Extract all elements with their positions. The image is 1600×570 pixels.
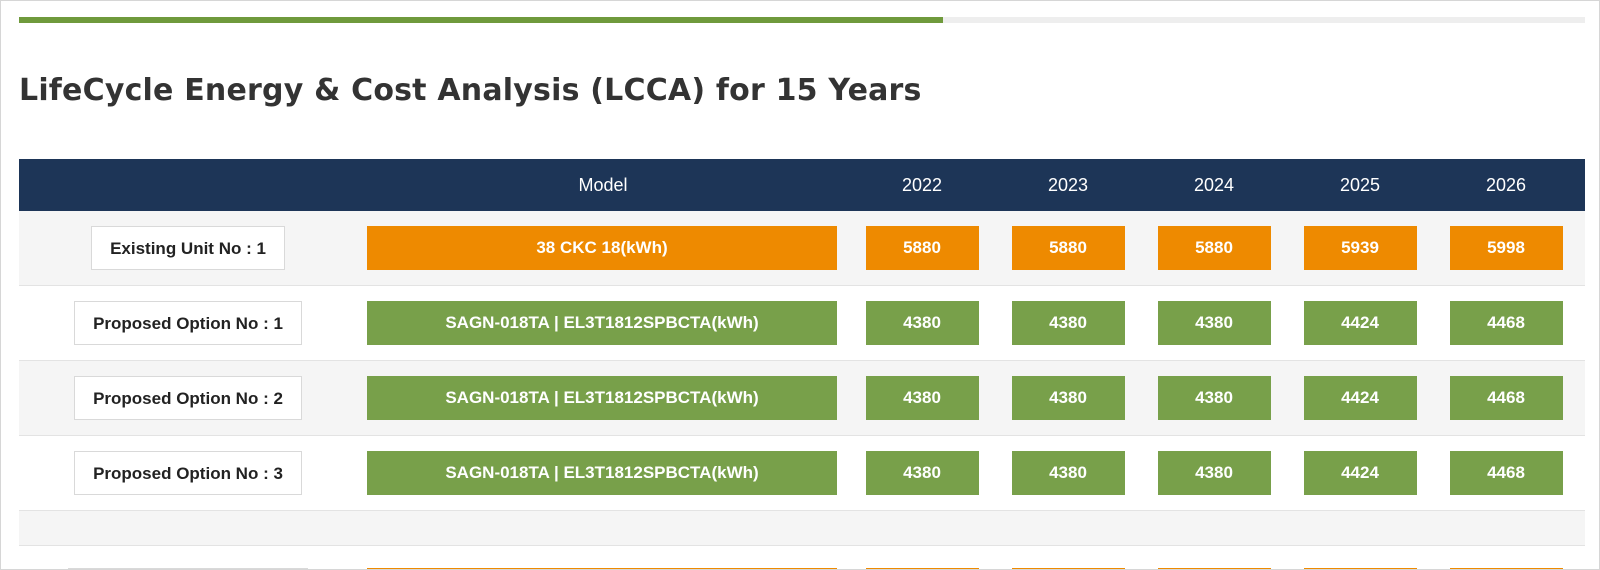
header-year-2024: 2024 [1193,174,1235,195]
table-section-spacer [19,511,1585,546]
row-value-2026: 4468 [1449,301,1563,345]
row-model: 38 CKC 18(kWh) [367,226,837,270]
row-label: Existing Unit No : 1 [91,226,285,270]
page-title: LifeCycle Energy & Cost Analysis (LCCA) … [19,73,922,108]
row-value-cutoff [865,568,979,569]
header-model: Model [578,174,628,195]
row-value-2024: 4380 [1157,451,1271,495]
row-label: Proposed Option No : 2 [74,376,302,420]
row-label: Proposed Option No : 3 [74,451,302,495]
table-header: Model 2022 2023 2024 2025 2026 [19,159,1585,211]
row-model: SAGN-018TA | EL3T1812SPBCTA(kWh) [367,451,837,495]
header-year-2025: 2025 [1339,174,1381,195]
header-year-2026: 2026 [1485,174,1527,195]
row-value-2026: 4468 [1449,451,1563,495]
progress-bar-fill [19,17,943,23]
row-value-cutoff [1303,568,1417,569]
row-value-cutoff [1449,568,1563,569]
header-year-2022: 2022 [901,174,943,195]
row-value-2022: 4380 [865,451,979,495]
row-model: SAGN-018TA | EL3T1812SPBCTA(kWh) [367,376,837,420]
lcca-table: Model 2022 2023 2024 2025 2026 Existing … [19,159,1585,569]
row-value-2024: 4380 [1157,301,1271,345]
row-value-2022: 5880 [865,226,979,270]
row-value-2024: 4380 [1157,376,1271,420]
row-value-cutoff [1011,568,1125,569]
row-label: Proposed Option No : 1 [74,301,302,345]
table-row-proposed-option-3: Proposed Option No : 3 SAGN-018TA | EL3T… [19,436,1585,511]
table-row-next-cutoff [19,546,1585,569]
row-value-2023: 5880 [1011,226,1125,270]
row-model-cutoff [367,568,837,569]
row-value-2022: 4380 [865,301,979,345]
row-value-2025: 5939 [1303,226,1417,270]
table-row-existing-unit-1: Existing Unit No : 1 38 CKC 18(kWh) 5880… [19,211,1585,286]
row-value-2025: 4424 [1303,376,1417,420]
row-value-2026: 4468 [1449,376,1563,420]
row-label-cutoff [68,568,308,569]
table-row-proposed-option-1: Proposed Option No : 1 SAGN-018TA | EL3T… [19,286,1585,361]
row-value-2024: 5880 [1157,226,1271,270]
row-value-2023: 4380 [1011,451,1125,495]
progress-bar [19,17,1585,23]
row-value-2022: 4380 [865,376,979,420]
row-model: SAGN-018TA | EL3T1812SPBCTA(kWh) [367,301,837,345]
header-year-2023: 2023 [1047,174,1089,195]
row-value-2025: 4424 [1303,301,1417,345]
row-value-2025: 4424 [1303,451,1417,495]
row-value-2023: 4380 [1011,376,1125,420]
row-value-2026: 5998 [1449,226,1563,270]
table-row-proposed-option-2: Proposed Option No : 2 SAGN-018TA | EL3T… [19,361,1585,436]
row-value-cutoff [1157,568,1271,569]
row-value-2023: 4380 [1011,301,1125,345]
